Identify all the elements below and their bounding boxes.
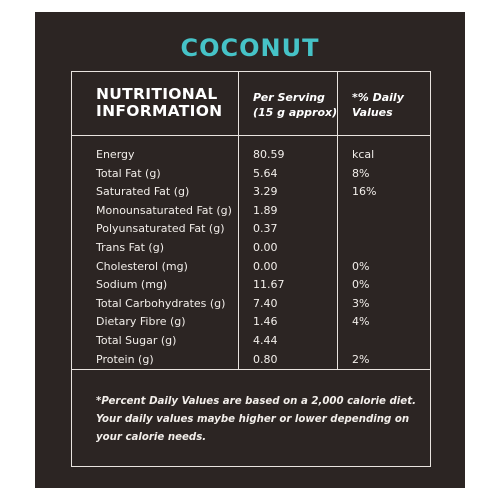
table-row: Sodium (mg) 11.67 0% — [72, 278, 430, 296]
nutrient-name: Polyunsaturated Fat (g) — [96, 222, 225, 236]
nutrient-value: 7.40 — [253, 296, 278, 310]
footnote-line-3: your calorie needs. — [96, 432, 207, 443]
nutrition-panel: COCONUT NUTRITIONAL INFORMATION Per Serv… — [35, 12, 465, 488]
daily-values-heading: *% Daily Values — [352, 90, 404, 120]
table-row: Cholesterol (mg) 0.00 0% — [72, 260, 430, 278]
nutrition-table: NUTRITIONAL INFORMATION Per Serving (15 … — [71, 71, 431, 467]
per-serving-line-2: (15 g approx) — [253, 106, 338, 119]
nutrient-daily-value: 8% — [352, 166, 370, 180]
nutrition-heading: NUTRITIONAL INFORMATION — [96, 86, 222, 120]
nutrient-name: Trans Fat (g) — [96, 241, 164, 254]
nutrient-daily-value: 4% — [352, 315, 370, 329]
footnote: *Percent Daily Values are based on a 2,0… — [96, 393, 416, 447]
heading-line-2: INFORMATION — [96, 102, 223, 120]
column-divider-2 — [337, 72, 338, 369]
nutrient-name: Cholesterol (mg) — [96, 259, 188, 273]
nutrient-value: 4.44 — [253, 334, 278, 347]
column-divider-1 — [238, 72, 239, 369]
nutrient-name: Total Carbohydrates (g) — [96, 296, 226, 310]
daily-values-line-1: *% Daily — [352, 91, 404, 104]
nutrient-name: Energy — [96, 148, 135, 161]
table-row: Polyunsaturated Fat (g) 0.37 — [72, 222, 430, 240]
header-divider — [72, 135, 430, 136]
nutrient-name: Protein (g) — [96, 352, 154, 366]
nutrient-daily-value: kcal — [352, 148, 375, 161]
table-row: Total Sugar (g) 4.44 — [72, 334, 430, 352]
nutrient-name: Total Fat (g) — [96, 166, 161, 180]
nutrient-name: Sodium (mg) — [96, 278, 168, 292]
footnote-line-2: Your daily values maybe higher or lower … — [96, 414, 410, 425]
per-serving-heading: Per Serving (15 g approx) — [253, 90, 337, 120]
nutrient-value: 3.29 — [253, 185, 278, 199]
table-row: Total Carbohydrates (g) 7.40 3% — [72, 297, 430, 315]
table-row: Trans Fat (g) 0.00 — [72, 241, 430, 259]
table-row: Total Fat (g) 5.64 8% — [72, 167, 430, 185]
nutrient-daily-value: 2% — [352, 352, 370, 366]
table-row: Protein (g) 0.80 2% — [72, 353, 430, 371]
table-row: Saturated Fat (g) 3.29 16% — [72, 185, 430, 203]
nutrient-value: 0.00 — [253, 241, 278, 254]
nutrient-daily-value: 3% — [352, 296, 370, 310]
table-row: Energy 80.59 kcal — [72, 148, 430, 166]
nutrient-value: 11.67 — [253, 278, 285, 292]
footnote-line-1: *Percent Daily Values are based on a 2,0… — [96, 396, 416, 407]
nutrient-value: 5.64 — [253, 166, 278, 180]
nutrient-daily-value: 16% — [352, 185, 377, 199]
product-title: COCONUT — [180, 34, 320, 62]
nutrient-name: Monounsaturated Fat (g) — [96, 203, 232, 217]
nutrient-name: Saturated Fat (g) — [96, 185, 190, 199]
footnote-divider — [72, 369, 430, 370]
table-row: Dietary Fibre (g) 1.46 4% — [72, 315, 430, 333]
nutrient-value: 0.00 — [253, 259, 278, 273]
nutrient-name: Total Sugar (g) — [96, 334, 177, 347]
nutrient-value: 0.80 — [253, 352, 278, 366]
nutrient-value: 1.46 — [253, 315, 278, 329]
nutrient-value: 1.89 — [253, 203, 278, 217]
daily-values-line-2: Values — [352, 106, 393, 119]
nutrient-daily-value: 0% — [352, 278, 370, 292]
nutrient-value: 80.59 — [253, 148, 285, 161]
heading-line-1: NUTRITIONAL — [96, 85, 218, 103]
per-serving-line-1: Per Serving — [253, 91, 325, 104]
nutrient-daily-value: 0% — [352, 259, 370, 273]
table-row: Monounsaturated Fat (g) 1.89 — [72, 204, 430, 222]
nutrient-name: Dietary Fibre (g) — [96, 315, 186, 329]
nutrient-value: 0.37 — [253, 222, 278, 236]
